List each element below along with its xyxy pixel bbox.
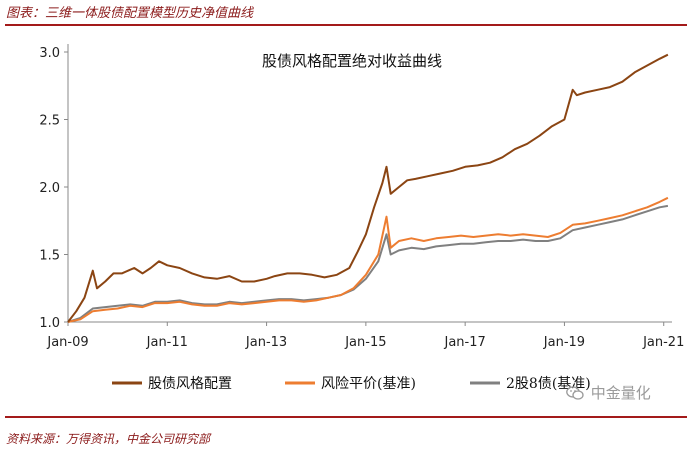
x-tick-label: Jan-11 <box>146 335 188 350</box>
x-tick-label: Jan-21 <box>642 335 684 350</box>
legend-label: 风险平价(基准) <box>321 375 416 392</box>
line-chart: 股债风格配置绝对收益曲线 1.0 1.5 2.0 2.5 3.0 Jan-09 Jan-11… <box>39 44 684 392</box>
watermark-text: 中金量化 <box>590 384 651 402</box>
x-tick-label: Jan-13 <box>245 335 287 350</box>
wechat-icon <box>566 386 584 400</box>
legend-label: 股债风格配置 <box>148 376 232 392</box>
source-note: 资料来源：万得资讯，中金公司研究部 <box>6 432 211 446</box>
x-tick-label: Jan-19 <box>543 335 585 350</box>
chart-title: 股债风格配置绝对收益曲线 <box>262 52 442 70</box>
series-line <box>67 196 669 323</box>
figure-title: 图表：三维一体股债配置模型历史净值曲线 <box>6 6 254 21</box>
series-line <box>67 204 669 323</box>
series-line <box>67 53 669 323</box>
y-tick-label: 1.0 <box>39 316 60 331</box>
bottom-divider <box>5 416 687 418</box>
y-tick-label: 3.0 <box>39 46 60 61</box>
watermark: 中金量化 <box>566 382 651 403</box>
x-tick-label: Jan-17 <box>444 335 486 350</box>
x-tick-label: Jan-09 <box>46 335 88 350</box>
top-divider <box>5 24 687 26</box>
y-tick-label: 2.5 <box>39 114 60 129</box>
y-tick-label: 1.5 <box>39 249 60 264</box>
y-tick-label: 2.0 <box>39 181 60 196</box>
x-tick-label: Jan-15 <box>344 335 386 350</box>
